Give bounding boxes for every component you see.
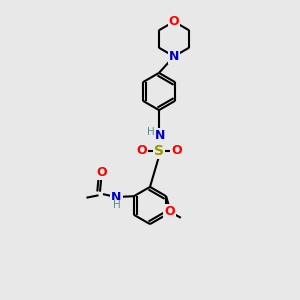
Text: S: S <box>154 144 164 158</box>
Text: N: N <box>155 129 165 142</box>
Text: N: N <box>169 50 179 63</box>
Text: O: O <box>96 166 107 179</box>
Text: O: O <box>169 15 179 28</box>
Text: O: O <box>136 144 147 158</box>
Text: H: H <box>147 127 154 137</box>
Text: O: O <box>171 144 182 158</box>
Text: H: H <box>112 200 120 210</box>
Text: N: N <box>111 191 122 204</box>
Text: O: O <box>164 205 175 218</box>
